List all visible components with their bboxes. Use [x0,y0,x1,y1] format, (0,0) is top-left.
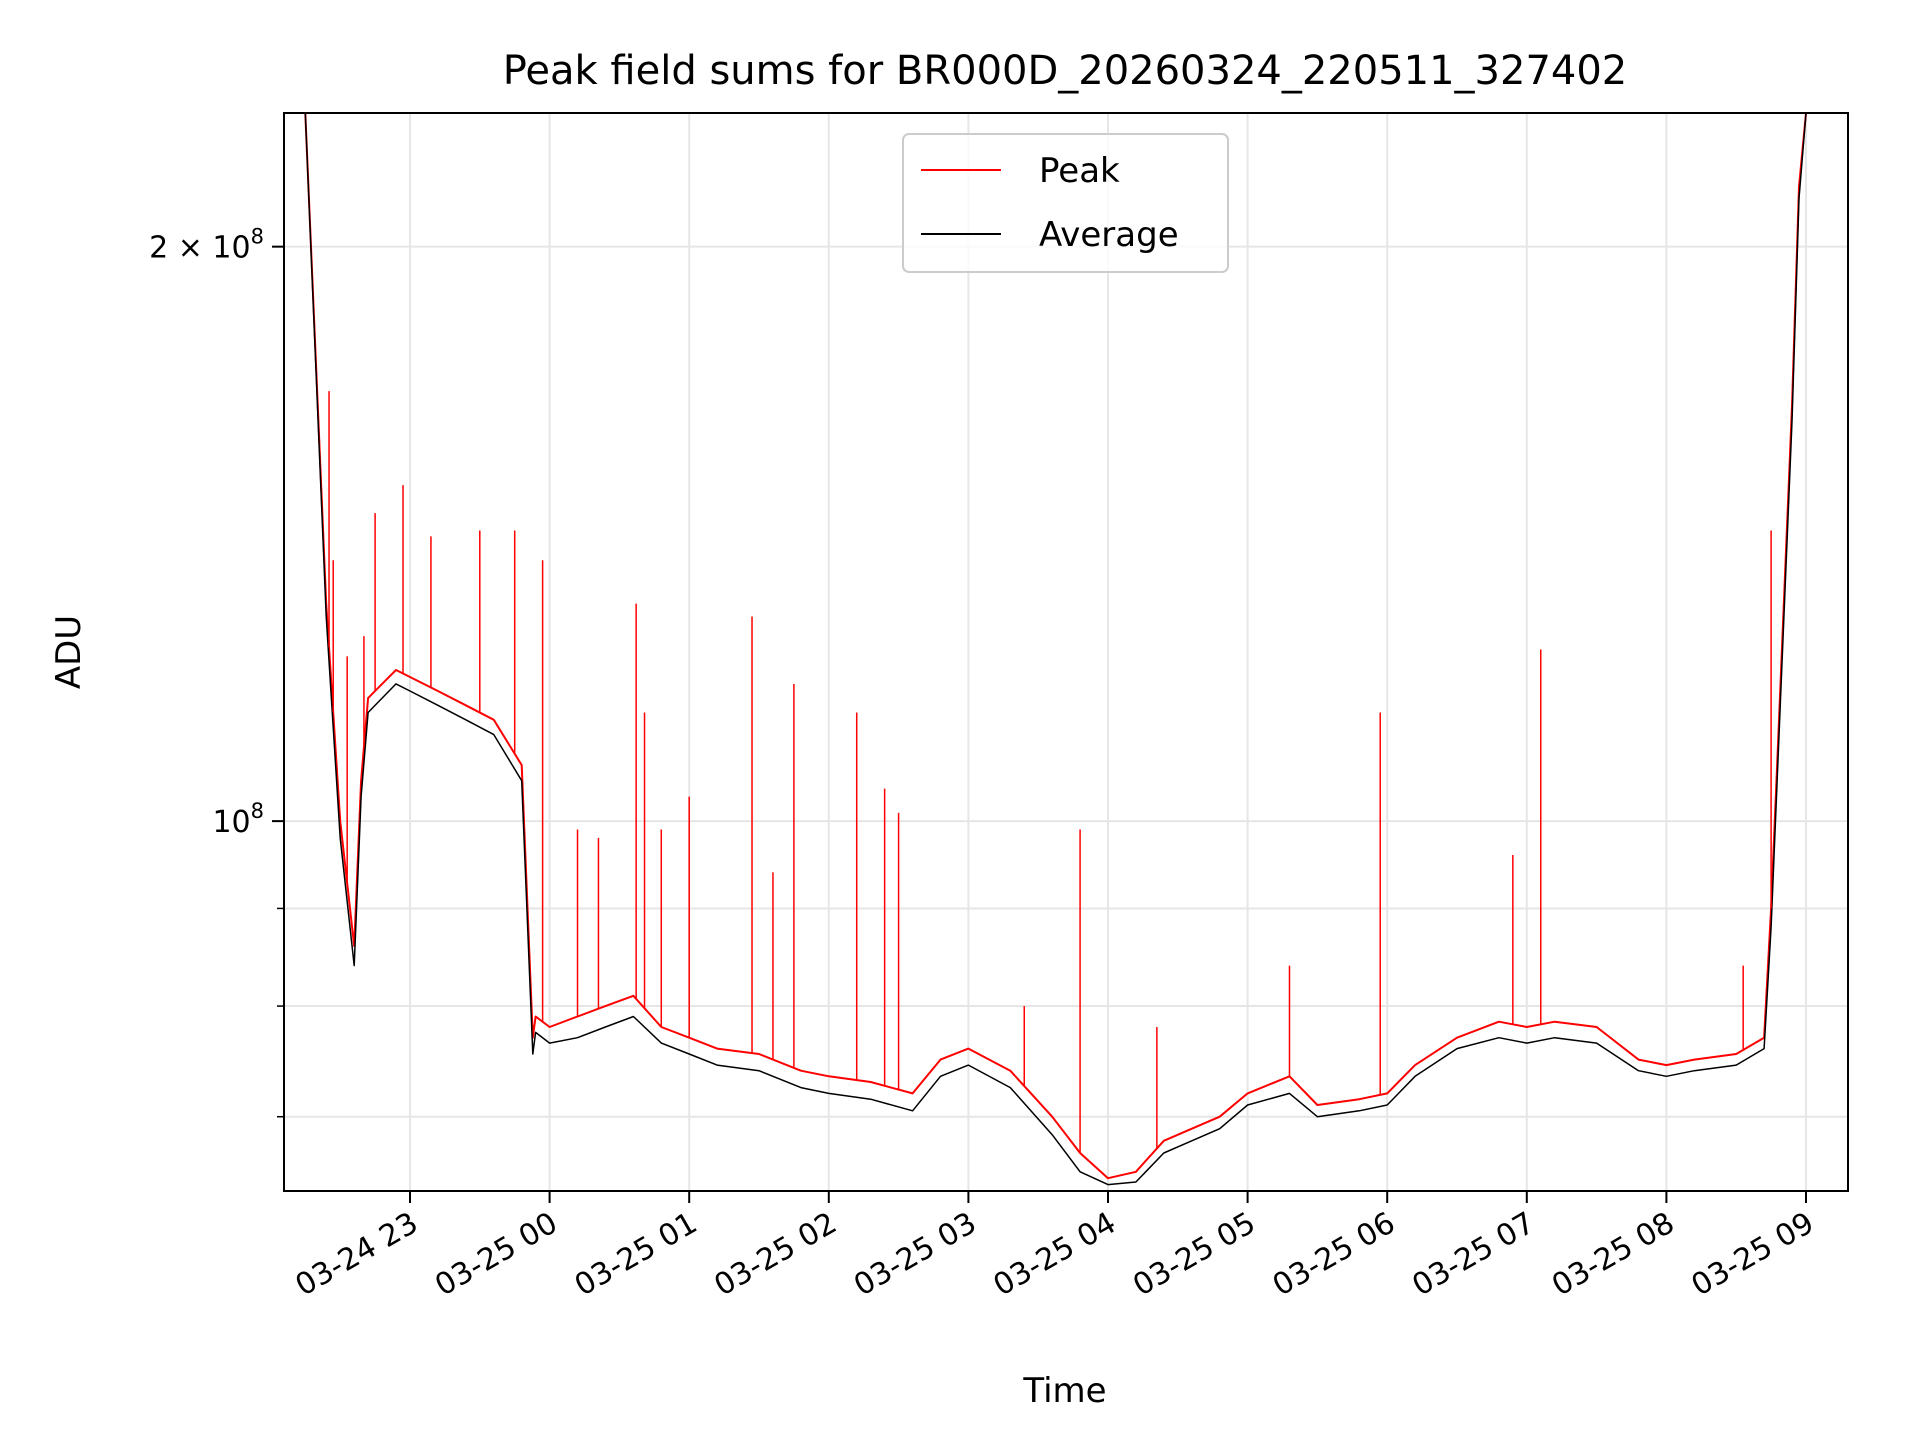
plot-frame [283,112,1849,1192]
legend-label-peak: Peak [1039,151,1120,191]
legend-label-average: Average [1039,215,1179,255]
plot-area [284,113,1807,1186]
legend: Peak Average [902,133,1229,273]
y-axis-label: ADU [49,615,89,689]
series-line-average [284,113,1807,1186]
series-line-peak [284,113,1807,1180]
legend-box [902,133,1229,273]
chart-title: Peak field sums for BR000D_20260324_2205… [503,48,1628,94]
y-tick-label: 108 [212,799,264,840]
y-tick-label: 2 × 108 [149,225,264,266]
grid [284,113,1848,1191]
x-axis-label: Time [1022,1371,1106,1411]
y-axis: 2 × 108 108 [149,225,284,1118]
